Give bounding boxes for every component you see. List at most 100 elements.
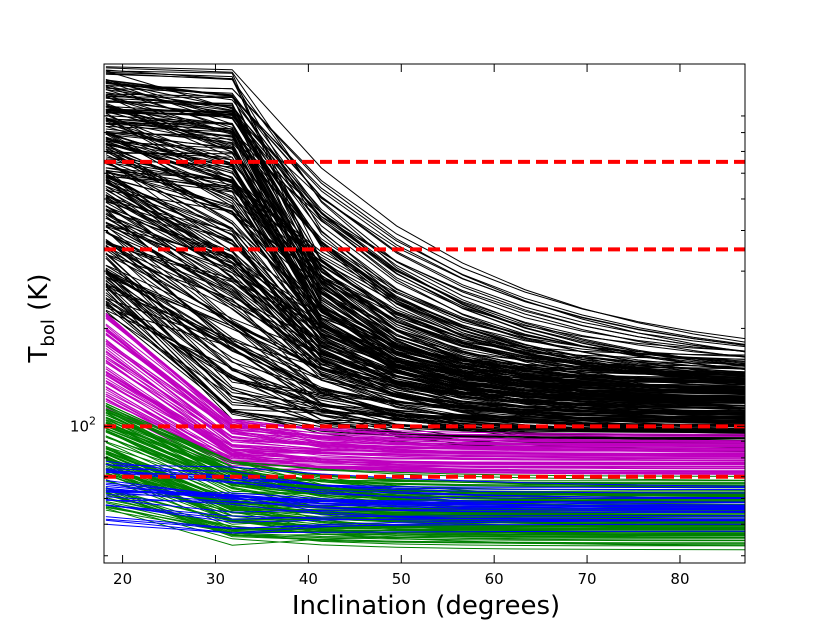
series-line: [105, 249, 745, 413]
series-line: [105, 80, 745, 348]
series-line: [105, 66, 745, 343]
y-tick-label: 102: [70, 414, 96, 435]
series-line: [105, 125, 745, 400]
series-line: [105, 487, 745, 504]
series-line: [105, 479, 745, 511]
series-line: [105, 374, 745, 469]
series-line: [105, 180, 745, 389]
x-tick-label: 30: [206, 570, 225, 588]
series-line: [105, 388, 745, 466]
series-line: [105, 186, 745, 424]
x-tick-label: 50: [392, 570, 411, 588]
axis-ticks: 20 30 40 50 60 70 80 102: [70, 64, 745, 588]
series-line: [105, 82, 745, 346]
y-axis-title-main: T: [24, 346, 54, 363]
series-line: [105, 487, 745, 503]
series-line: [105, 80, 745, 367]
y-axis-title: Tbol (K): [24, 274, 59, 364]
series-line: [105, 330, 745, 443]
x-tick-label: 80: [670, 570, 689, 588]
series-line: [105, 85, 745, 340]
series-line: [105, 491, 745, 510]
series-line: [105, 252, 745, 424]
series-line: [105, 350, 745, 455]
series-line: [105, 179, 745, 421]
series-line: [105, 471, 745, 499]
series-line: [105, 323, 745, 451]
series-line: [105, 489, 745, 513]
series-line: [105, 151, 745, 404]
series-line: [105, 494, 745, 531]
series-line: [105, 182, 745, 395]
series-line: [105, 325, 745, 450]
series-line: [105, 479, 745, 525]
series-line: [105, 463, 745, 488]
series-line: [105, 368, 745, 465]
series-line: [105, 226, 745, 433]
series-line: [105, 143, 745, 384]
x-tick-label: 60: [485, 570, 504, 588]
series-line: [105, 280, 745, 418]
series-line: [105, 518, 745, 530]
x-axis-title: Inclination (degrees): [292, 591, 560, 621]
series-line: [105, 141, 745, 382]
series-line: [105, 294, 745, 439]
series-line: [105, 297, 745, 419]
series-line: [105, 255, 745, 415]
series-line: [105, 95, 745, 374]
series-line: [105, 487, 745, 542]
series-line: [105, 112, 745, 370]
series-line: [105, 72, 745, 352]
series-line: [105, 314, 745, 447]
series-line: [105, 491, 745, 535]
series-line: [105, 355, 745, 458]
series-line: [105, 108, 745, 380]
series-line: [105, 464, 745, 487]
series-line: [105, 460, 745, 490]
series-line: [105, 140, 745, 377]
series-line: [105, 471, 745, 494]
series-line: [105, 81, 745, 370]
series-line: [105, 504, 745, 523]
plot-frame: [103, 63, 746, 564]
series-line: [105, 492, 745, 544]
series-line: [105, 105, 745, 357]
series-line: [105, 89, 745, 366]
series-line: [105, 348, 745, 459]
series-line: [105, 504, 745, 520]
series-line: [105, 83, 745, 377]
series-line: [105, 487, 745, 530]
x-tick-label: 20: [113, 570, 132, 588]
series-line: [105, 315, 745, 442]
x-tick-label: 70: [578, 570, 597, 588]
series-line: [105, 387, 745, 460]
series-line: [105, 79, 745, 389]
series-line: [105, 470, 745, 499]
series-line: [105, 119, 745, 373]
series-line: [105, 85, 745, 353]
series-lines: [105, 66, 745, 551]
series-line: [105, 519, 745, 534]
series-line: [105, 360, 745, 464]
series-line: [105, 370, 745, 462]
y-axis-title-sub: bol: [38, 319, 59, 346]
y-axis-title-unit: (K): [24, 274, 54, 320]
series-line: [105, 463, 745, 531]
series-line: [105, 176, 745, 384]
series-line: [105, 490, 745, 508]
series-line: [105, 244, 745, 412]
series-line: [105, 110, 745, 381]
series-line: [105, 114, 745, 369]
series-line: [105, 400, 745, 474]
series-line: [105, 243, 745, 416]
series-line: [105, 201, 745, 409]
series-line: [105, 504, 745, 551]
x-tick-label: 40: [299, 570, 318, 588]
series-line: [105, 89, 745, 373]
series-line: [105, 391, 745, 475]
series-line: [105, 465, 745, 536]
series-line: [105, 230, 745, 432]
series-line: [105, 272, 745, 439]
series-line: [105, 108, 745, 395]
